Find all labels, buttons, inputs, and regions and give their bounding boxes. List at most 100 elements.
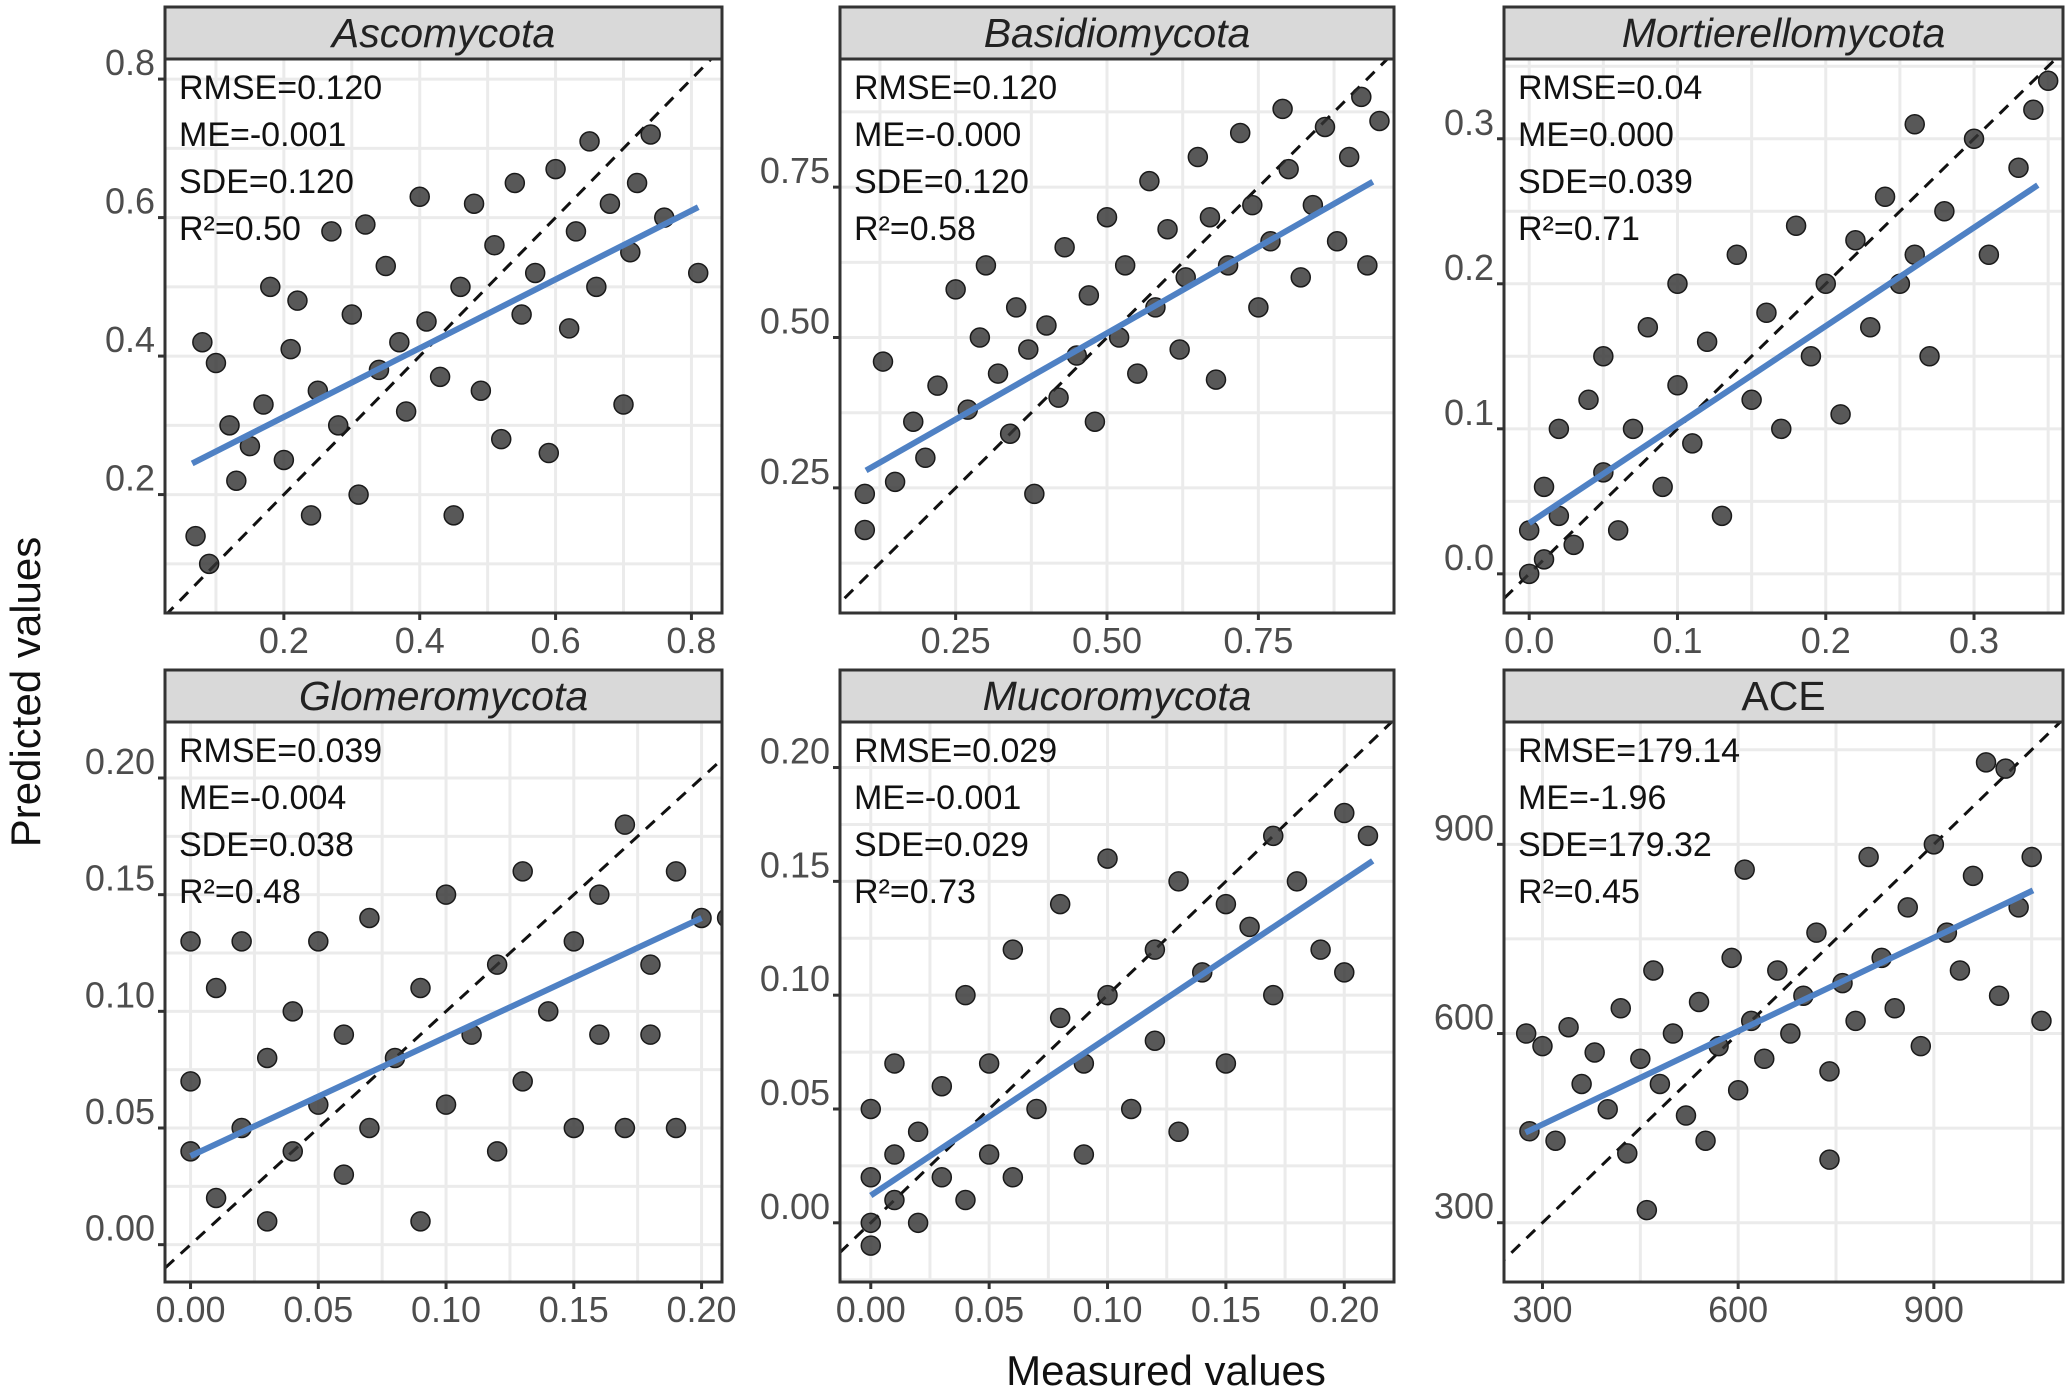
data-point — [409, 186, 430, 208]
data-point — [1548, 418, 1570, 440]
panel-title: Basidiomycota — [984, 10, 1251, 56]
data-point — [1785, 215, 1807, 237]
plot-area — [840, 722, 1394, 1256]
data-point — [1334, 802, 1355, 824]
data-point — [1874, 186, 1896, 208]
data-point — [355, 214, 376, 235]
y-tick-label: 0.20 — [85, 741, 155, 782]
data-point — [1830, 404, 1851, 425]
data-point — [231, 931, 252, 952]
data-point — [1215, 1053, 1237, 1074]
data-point — [1636, 1199, 1658, 1221]
x-tick-label: 0.05 — [283, 1289, 353, 1330]
data-point — [1695, 1130, 1716, 1151]
data-point — [205, 352, 227, 374]
stat-label: RMSE=0.120 — [179, 69, 382, 107]
data-point — [359, 907, 380, 929]
panel-glomeromycota: Glomeromycota RMSE=0.039 ME=-0.004 SDE=0.03… — [85, 668, 737, 1330]
data-point — [1593, 346, 1614, 367]
data-point — [1097, 848, 1118, 869]
regression-line — [190, 204, 700, 467]
data-point — [1084, 411, 1106, 432]
y-tick-label: 600 — [1434, 997, 1494, 1038]
strip-background — [838, 668, 1396, 724]
stat-label: R²=0.50 — [179, 210, 301, 248]
data-point — [1168, 871, 1189, 892]
data-point — [1622, 418, 1644, 440]
x-tick-label: 0.00 — [836, 1289, 906, 1330]
data-point — [1800, 346, 1822, 367]
data-point — [1859, 317, 1881, 338]
y-tick-label: 0.00 — [85, 1208, 155, 1249]
data-point — [1334, 962, 1355, 983]
data-point — [1815, 273, 1837, 295]
stat-label: RMSE=0.039 — [179, 732, 382, 770]
data-point — [1897, 897, 1919, 918]
data-point — [1711, 505, 1733, 527]
identity-line — [1504, 59, 2058, 601]
plot-background — [840, 722, 1394, 1282]
data-point — [1157, 218, 1178, 240]
data-point — [1242, 194, 1263, 216]
data-point — [260, 276, 281, 298]
data-point — [860, 1167, 882, 1188]
data-point — [1310, 939, 1331, 960]
data-point — [884, 1053, 905, 1074]
data-point — [504, 172, 526, 194]
strip-background — [1502, 668, 2065, 724]
data-point — [931, 1167, 953, 1188]
stat-label: R²=0.73 — [854, 873, 976, 911]
y-tick-label: 0.75 — [760, 150, 830, 191]
data-point — [563, 931, 585, 952]
stat-label: R²=0.45 — [1518, 873, 1640, 911]
stat-label: SDE=179.32 — [1518, 826, 1712, 864]
y-tick-label: 0.10 — [760, 958, 830, 999]
data-point — [1144, 1030, 1166, 1051]
data-point — [1578, 389, 1599, 411]
data-point — [341, 304, 363, 325]
data-point — [1139, 170, 1160, 192]
data-point — [1727, 1080, 1749, 1101]
panel-title: Mortierellomycota — [1622, 10, 1946, 56]
stat-label: R²=0.71 — [1518, 210, 1640, 248]
data-point — [327, 415, 349, 436]
identity-line — [1504, 722, 2063, 1263]
data-point — [1326, 231, 1348, 252]
panel-mortierellomycota: Mortierellomycota RMSE=0.04 ME=0.000 SDE=0.… — [1444, 5, 2065, 661]
regression-line — [869, 858, 1375, 1198]
data-point — [1662, 1023, 1684, 1044]
data-point — [1357, 825, 1379, 847]
y-tick-label: 0.50 — [760, 301, 830, 342]
data-point — [1975, 752, 1997, 773]
data-point — [205, 1187, 227, 1209]
data-point — [180, 931, 201, 952]
data-point — [586, 276, 607, 298]
data-point — [1741, 389, 1762, 411]
stat-label: RMSE=0.120 — [854, 69, 1057, 107]
panel-title: Glomeromycota — [299, 673, 588, 719]
data-point — [1771, 418, 1792, 440]
data-point — [987, 363, 1009, 384]
data-point — [219, 415, 240, 436]
data-point — [1114, 255, 1136, 276]
data-point — [589, 884, 610, 905]
data-point — [1584, 1042, 1605, 1063]
regression-line — [864, 179, 1375, 474]
strip-background — [1502, 5, 2065, 61]
data-point — [1002, 939, 1024, 960]
data-point — [927, 375, 948, 396]
data-point — [282, 1001, 304, 1022]
data-point — [1819, 1149, 1840, 1170]
data-point — [185, 525, 206, 547]
data-point — [2008, 157, 2029, 179]
plot-area — [1504, 59, 2059, 601]
data-point — [1923, 834, 1945, 855]
data-point — [1215, 893, 1237, 915]
data-point — [1314, 116, 1336, 138]
data-point — [1002, 1167, 1024, 1188]
data-point — [1351, 86, 1372, 108]
data-point — [545, 158, 566, 180]
data-point — [1756, 302, 1777, 324]
data-point — [321, 221, 342, 242]
data-point — [1187, 146, 1209, 168]
